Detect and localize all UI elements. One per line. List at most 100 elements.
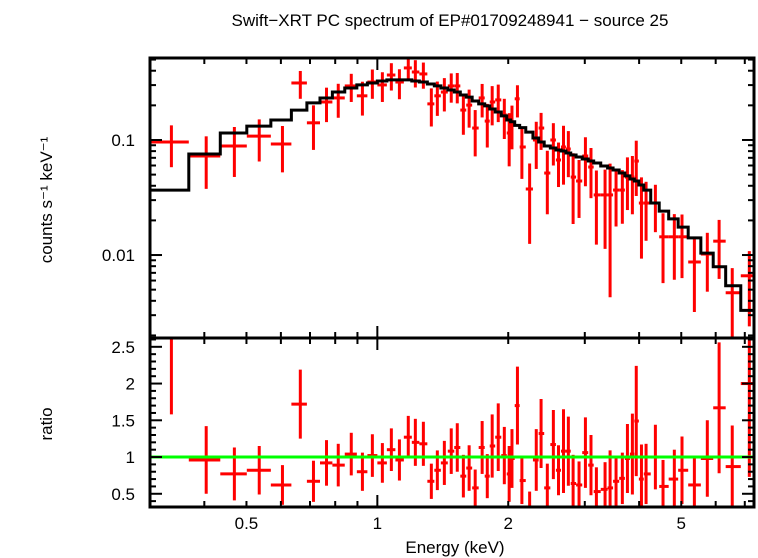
data-point bbox=[427, 88, 435, 127]
ratio-point bbox=[688, 456, 701, 507]
ratio-point bbox=[460, 454, 467, 498]
data-point bbox=[386, 63, 396, 91]
ratio-point bbox=[246, 446, 271, 495]
data-point bbox=[570, 153, 577, 225]
data-point bbox=[440, 78, 448, 112]
ratio-point bbox=[495, 403, 502, 471]
ratio-point bbox=[668, 449, 679, 507]
ratio-point bbox=[150, 338, 189, 415]
ratio-point bbox=[489, 414, 496, 478]
x-tick-label: 1 bbox=[373, 514, 382, 533]
data-point bbox=[403, 58, 412, 81]
data-point bbox=[634, 140, 639, 196]
ratio-point bbox=[560, 409, 566, 494]
data-point bbox=[514, 85, 520, 118]
data-point bbox=[419, 62, 428, 89]
ratio-point bbox=[291, 369, 307, 439]
x-tick-label: 2 bbox=[503, 514, 512, 533]
x-axis-label: Energy (keV) bbox=[405, 538, 504, 557]
ratio-point bbox=[565, 416, 571, 486]
data-point bbox=[447, 73, 455, 103]
data-point bbox=[460, 93, 467, 135]
x-tick-label: 0.5 bbox=[235, 514, 259, 533]
ratio-y-tick-label: 0.5 bbox=[111, 485, 135, 504]
data-point bbox=[270, 126, 292, 173]
ratio-point bbox=[544, 463, 551, 507]
data-point bbox=[332, 83, 345, 118]
ratio-point bbox=[607, 450, 614, 507]
data-point bbox=[220, 126, 247, 177]
data-point bbox=[188, 136, 221, 189]
data-point bbox=[678, 214, 689, 279]
ratio-point bbox=[466, 445, 473, 491]
ratio-point bbox=[629, 413, 635, 495]
data-point bbox=[659, 213, 669, 284]
ratio-point bbox=[576, 461, 583, 507]
data-point bbox=[713, 219, 726, 279]
data-point bbox=[544, 150, 551, 215]
ratio-point bbox=[600, 462, 608, 507]
data-point bbox=[472, 110, 479, 157]
data-point bbox=[319, 87, 333, 123]
ratio-point bbox=[588, 434, 594, 496]
data-point bbox=[619, 170, 625, 224]
data-point bbox=[560, 125, 566, 185]
ratio-point bbox=[484, 454, 490, 499]
data-point bbox=[291, 70, 307, 99]
data-point bbox=[593, 170, 601, 245]
ratio-point bbox=[440, 440, 448, 485]
data-point bbox=[411, 60, 420, 88]
data-point bbox=[588, 147, 594, 199]
ratio-point bbox=[319, 440, 333, 486]
ratio-point bbox=[386, 428, 396, 471]
x-tick-label: 5 bbox=[677, 514, 686, 533]
ratio-point bbox=[525, 491, 533, 507]
ratio-point bbox=[506, 446, 511, 502]
ratio-y-tick-label: 2 bbox=[126, 375, 135, 394]
ratio-point bbox=[659, 459, 669, 507]
ratio-point bbox=[519, 457, 526, 505]
ratio-point bbox=[377, 443, 387, 483]
ratio-point bbox=[344, 432, 357, 476]
spectrum-y-tick-label: 0.1 bbox=[111, 131, 135, 150]
data-point bbox=[600, 169, 608, 249]
data-point bbox=[576, 159, 583, 218]
data-point bbox=[478, 83, 485, 118]
ratio-point bbox=[427, 463, 435, 499]
data-point bbox=[306, 105, 320, 150]
data-point bbox=[484, 103, 490, 148]
ratio-point bbox=[570, 454, 577, 507]
ratio-point bbox=[725, 425, 741, 507]
ratio-y-axis-label: ratio bbox=[37, 407, 56, 440]
data-point bbox=[725, 268, 741, 338]
ratio-point bbox=[713, 342, 726, 474]
ratio-point bbox=[550, 410, 556, 480]
data-point bbox=[638, 177, 644, 259]
ratio-point bbox=[593, 467, 601, 507]
data-point bbox=[454, 73, 461, 104]
ratio-y-tick-label: 1 bbox=[126, 448, 135, 467]
spectrum-panel-plot-area bbox=[150, 58, 754, 338]
ratio-point bbox=[332, 443, 345, 487]
data-point bbox=[550, 123, 556, 166]
ratio-point bbox=[395, 439, 404, 481]
ratio-point bbox=[582, 417, 589, 488]
ratio-point bbox=[613, 455, 620, 507]
ratio-point bbox=[472, 469, 479, 507]
data-point bbox=[668, 214, 679, 280]
data-point bbox=[495, 84, 502, 123]
ratio-point bbox=[619, 452, 625, 505]
ratio-point bbox=[532, 429, 539, 491]
ratio-point bbox=[447, 428, 455, 474]
data-point bbox=[525, 163, 533, 244]
ratio-point bbox=[403, 415, 412, 459]
ratio-point bbox=[555, 445, 561, 496]
ratio-panel-frame bbox=[148, 336, 756, 509]
data-point bbox=[607, 163, 614, 298]
data-point bbox=[395, 69, 404, 100]
data-point bbox=[519, 127, 526, 179]
ratio-y-tick-label: 2.5 bbox=[111, 338, 135, 357]
ratio-y-tick-label: 1.5 bbox=[111, 411, 135, 430]
data-point bbox=[489, 86, 496, 126]
